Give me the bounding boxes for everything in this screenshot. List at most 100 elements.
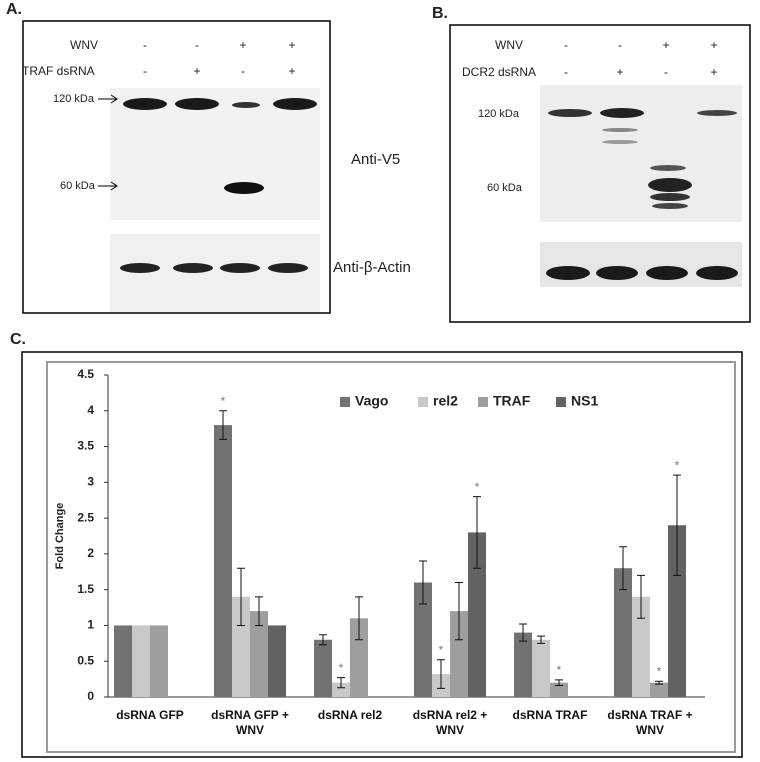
condition-name: TRAF dsRNA (22, 64, 95, 78)
panel-label: A. (6, 1, 22, 18)
panel-frame (21, 351, 743, 758)
antibody-label: Anti-β-Actin (333, 259, 411, 276)
error-bar (237, 567, 245, 626)
band (602, 128, 638, 132)
bar (514, 632, 532, 697)
y-tick-label: 1 (87, 618, 94, 632)
error-bar (337, 677, 345, 689)
x-tick-label: dsRNA rel2 (317, 708, 383, 722)
condition-value: - (143, 38, 147, 52)
condition-value: - (241, 64, 245, 78)
y-tick-label: 3 (87, 475, 94, 489)
band (602, 140, 638, 144)
band (220, 263, 260, 273)
condition-value: - (564, 38, 568, 52)
y-axis-label: Fold Change (54, 503, 66, 570)
marker-label: 60 kDa (60, 180, 96, 192)
error-bar (619, 546, 627, 591)
band (696, 266, 738, 280)
x-tick-label: dsRNA TRAF (512, 708, 588, 722)
legend-swatch (340, 397, 350, 407)
band (173, 263, 213, 273)
error-bar (637, 574, 645, 619)
error-bar (319, 634, 327, 646)
significance-label: * (439, 643, 444, 657)
condition-value: + (239, 38, 246, 52)
band (273, 98, 317, 110)
marker-label: 120 kDa (478, 108, 520, 120)
band (646, 266, 688, 280)
band (546, 266, 590, 280)
condition-value: + (710, 65, 717, 79)
condition-value: + (288, 64, 295, 78)
error-bar (519, 623, 527, 642)
condition-value: - (564, 65, 568, 79)
error-bar (555, 679, 563, 687)
chart-frame (46, 361, 736, 753)
bar (332, 682, 350, 697)
band (697, 110, 737, 116)
condition-value: + (288, 38, 295, 52)
band (650, 193, 690, 201)
error-bar (455, 582, 463, 641)
significance-label: * (675, 458, 680, 472)
y-tick-label: 4 (87, 403, 94, 417)
bar (532, 639, 550, 697)
significance-label: * (475, 480, 480, 494)
error-bar (673, 474, 681, 576)
bar (132, 625, 150, 697)
bar (614, 568, 632, 697)
band (224, 182, 264, 194)
panel-label: B. (432, 5, 448, 22)
condition-value: + (193, 64, 200, 78)
legend-label: NS1 (571, 393, 598, 409)
condition-value: + (662, 38, 669, 52)
bar (214, 425, 232, 697)
bar (632, 596, 650, 697)
error-bar (655, 680, 663, 685)
legend-label: Vago (355, 393, 388, 409)
marker-label: 120 kDa (53, 93, 95, 105)
legend-label: TRAF (493, 393, 531, 409)
y-tick-label: 0 (87, 689, 94, 703)
x-tick-label: dsRNA GFP + WNV (211, 708, 289, 737)
legend-label: rel2 (433, 393, 458, 409)
band (648, 178, 692, 192)
significance-label: * (557, 663, 562, 677)
y-tick-label: 2 (87, 546, 94, 560)
condition-name: WNV (495, 38, 523, 52)
x-tick-label: dsRNA TRAF + WNV (607, 708, 693, 737)
error-bar (219, 410, 227, 440)
blot (540, 85, 742, 222)
band (268, 263, 308, 273)
y-tick-label: 1.5 (77, 582, 94, 596)
bar (668, 525, 686, 697)
band (175, 98, 219, 110)
blot (110, 234, 320, 312)
band (123, 98, 167, 110)
legend-swatch (556, 397, 566, 407)
x-tick-label: dsRNA GFP (116, 708, 184, 722)
bar (114, 625, 132, 697)
panel-label: C. (10, 331, 26, 348)
panel-frame (22, 20, 331, 314)
condition-value: - (618, 38, 622, 52)
bar (314, 639, 332, 697)
panel-frame (449, 24, 751, 323)
y-tick-label: 0.5 (77, 653, 94, 667)
bar (550, 682, 568, 697)
bar (150, 625, 168, 697)
y-tick-label: 4.5 (77, 367, 94, 381)
bar (268, 625, 286, 697)
bar (350, 618, 368, 697)
error-bar (255, 596, 263, 626)
error-bar (437, 659, 445, 689)
condition-value: - (143, 64, 147, 78)
bar (450, 611, 468, 697)
band (650, 165, 686, 171)
error-bar (355, 596, 363, 641)
band (548, 109, 592, 117)
arrow (98, 94, 118, 191)
condition-value: + (710, 38, 717, 52)
